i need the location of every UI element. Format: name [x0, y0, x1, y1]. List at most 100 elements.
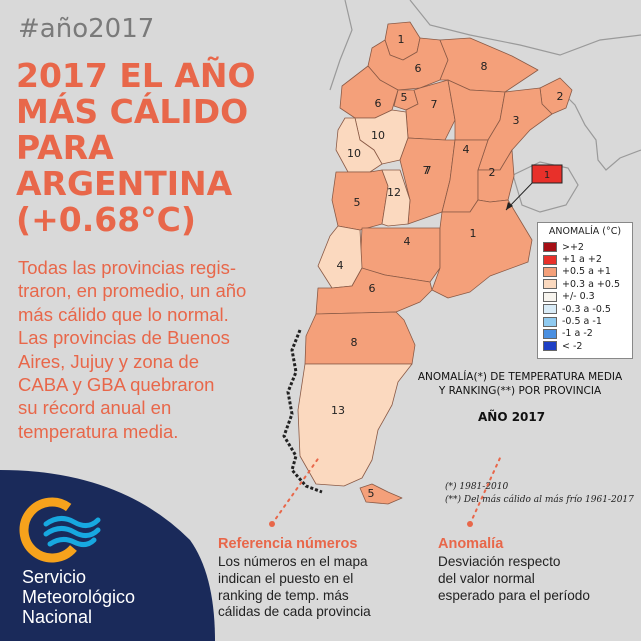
- legend-label: -0.5 a -1: [562, 316, 602, 328]
- rank-label: 8: [481, 60, 488, 73]
- legend-swatch: [543, 242, 557, 253]
- caption-line: Y RANKING(**) POR PROVINCIA: [438, 385, 602, 397]
- legend-swatch: [543, 254, 557, 265]
- legend-swatch: [543, 316, 557, 327]
- title-line: (+0.68°C): [16, 200, 196, 239]
- caba-inset-box: [531, 164, 563, 184]
- neighbor-border-line: [329, 0, 353, 91]
- reference-line: cálidas de cada provincia: [218, 604, 371, 620]
- legend-item: +1 a +2: [543, 253, 627, 265]
- reference-dotted-line: [271, 455, 321, 525]
- legend-swatch: [543, 341, 557, 352]
- rank-label: 5: [401, 91, 408, 104]
- legend-item: -1 a -2: [543, 328, 627, 340]
- rank-label: 5: [368, 487, 375, 500]
- legend-item: +/- 0.3: [543, 291, 627, 303]
- rank-label: 4: [404, 235, 411, 248]
- reference-body: Los números en el mapa indican el puesto…: [218, 554, 428, 621]
- rank-label: 3: [513, 114, 520, 127]
- legend-swatch: [543, 279, 557, 290]
- rank-label: 1: [398, 33, 405, 46]
- neighbor-border-line: [559, 89, 641, 171]
- rank-label: 7: [423, 164, 430, 177]
- anomaly-block: Anomalía Desviación respecto del valor n…: [438, 536, 638, 604]
- footnote: (**) Del más cálido al más frío 1961-201…: [445, 495, 634, 505]
- legend-label: >+2: [562, 241, 584, 253]
- rank-label: 6: [375, 97, 382, 110]
- legend-swatch: [543, 266, 557, 277]
- description: Todas las provincias regis- traron, en p…: [18, 256, 318, 443]
- anomaly-line: esperado para el período: [438, 587, 590, 603]
- rank-label: 5: [354, 196, 361, 209]
- rank-label: 2: [557, 90, 564, 103]
- legend-label: +0.5 a +1: [562, 266, 611, 278]
- title-line: 2017 EL AÑO: [16, 56, 256, 95]
- legend-label: +1 a +2: [562, 254, 602, 266]
- legend-label: +/- 0.3: [562, 291, 595, 303]
- title-line: PARA: [16, 128, 114, 167]
- rank-label: 13: [331, 404, 345, 417]
- rank-label: 10: [371, 129, 385, 142]
- rank-label: 4: [463, 143, 470, 156]
- province-rio-negro: [315, 267, 433, 315]
- province-san-juan: [335, 117, 383, 173]
- hashtag: #año2017: [18, 14, 155, 44]
- anomaly-body: Desviación respecto del valor normal esp…: [438, 554, 638, 604]
- rank-label: 12: [387, 186, 401, 199]
- reference-line: indican el puesto en el: [218, 570, 354, 586]
- description-line: su récord anual en: [18, 397, 172, 419]
- anomaly-title: Anomalía: [438, 536, 504, 552]
- rank-label: 2: [489, 166, 496, 179]
- description-line: Todas las provincias regis-: [18, 257, 236, 278]
- legend-label: -0.3 a -0.5: [562, 303, 611, 315]
- description-line: más cálido que lo normal.: [18, 303, 229, 325]
- rank-label: 6: [369, 282, 376, 295]
- reference-line: ranking de temp. más: [218, 587, 349, 603]
- legend-label: -1 a -2: [562, 328, 593, 340]
- province-chubut: [304, 311, 416, 365]
- description-line: traron, en promedio, un año: [18, 280, 247, 302]
- province-buenos-aires: [431, 199, 533, 299]
- province-neuquen: [317, 225, 363, 289]
- anomaly-dot: [467, 521, 473, 527]
- smn-logo-icon: [19, 497, 101, 563]
- legend-label: < -2: [562, 340, 583, 352]
- footnotes: (*) 1981-2010 (**) Del más cálido al más…: [445, 481, 634, 507]
- legend-item: -0.5 a -1: [543, 315, 627, 327]
- legend-title: ANOMALÍA (°C): [548, 226, 622, 237]
- rank-label: 1: [470, 227, 477, 240]
- neighbor-border-line: [409, 0, 641, 56]
- legend-item: >+2: [543, 241, 627, 253]
- province-tierra-del-fuego: [359, 483, 403, 505]
- organization-line: Servicio: [22, 567, 87, 587]
- description-line: temperatura media.: [18, 420, 179, 442]
- legend-swatch: [543, 291, 557, 302]
- title-line: ARGENTINA: [16, 164, 233, 203]
- rank-label: 8: [351, 336, 358, 349]
- rank-label: 10: [347, 147, 361, 160]
- anomaly-dotted-line: [469, 457, 501, 525]
- anomaly-legend: ANOMALÍA (°C) >+2 +1 a +2 +0.5 a +1 +0.3…: [537, 222, 633, 359]
- inset-pointer-arrow: [506, 202, 513, 210]
- legend-item: -0.3 a -0.5: [543, 303, 627, 315]
- logo-corner-background: [0, 470, 215, 641]
- legend-item: < -2: [543, 340, 627, 352]
- legend-item: +0.3 a +0.5: [543, 278, 627, 290]
- footnote: (*) 1981-2010: [445, 482, 509, 492]
- legend-item: +0.5 a +1: [543, 266, 627, 278]
- ranking-labels: 1 6 8 2 6 5 7 7 3 10 10 7 4 2 5 12 4 1 4…: [331, 33, 564, 500]
- reference-dot: [269, 521, 275, 527]
- title-line: MÁS CÁLIDO: [16, 92, 249, 131]
- caba-inset-label: 1: [544, 170, 550, 181]
- description-line: Aires, Jujuy y zona de: [18, 350, 199, 372]
- organization-line: Meteorológico: [22, 587, 136, 607]
- description-line: CABA y GBA quebraron: [18, 374, 215, 396]
- rank-label: 7: [431, 98, 438, 111]
- legend-label: +0.3 a +0.5: [562, 278, 620, 290]
- province-santa-cruz: [297, 363, 413, 487]
- legend-swatch: [543, 304, 557, 315]
- rank-label: 7: [425, 164, 432, 177]
- provinces: [297, 21, 573, 505]
- reference-title: Referencia números: [218, 536, 358, 552]
